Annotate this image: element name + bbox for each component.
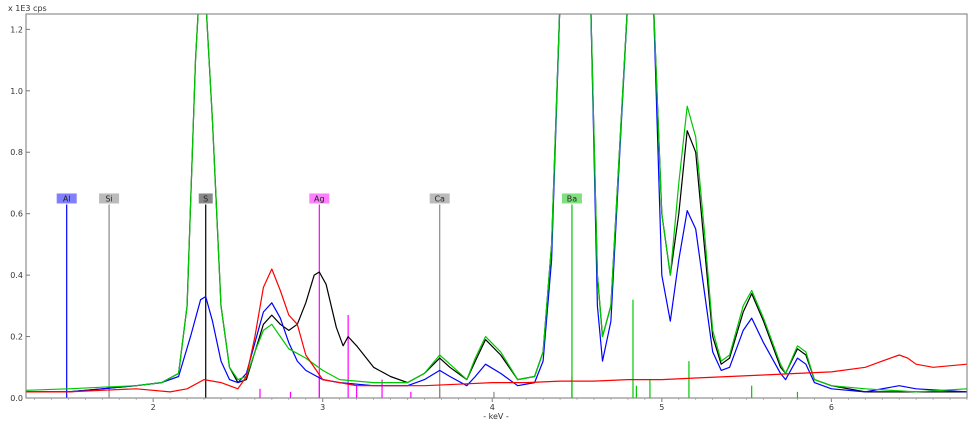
y-tick-label: 0.6 [10, 210, 23, 219]
spectrum-line-4 [26, 268, 967, 393]
y-axis-ticks: 0.0 0.2 0.4 0.6 0.8 1.0 1.2 [10, 25, 30, 403]
plot-frame [25, 13, 968, 399]
spectrum-line-3 [26, 14, 967, 393]
y-tick-label: 1.0 [10, 87, 23, 96]
x-axis-ticks: 2 3 4 5 6 [34, 398, 968, 412]
y-tick-label: 0.0 [10, 394, 23, 403]
element-tag[interactable] [429, 193, 450, 204]
spectrum-series [26, 14, 967, 393]
element-tag[interactable] [56, 193, 77, 204]
x-tick-label: 5 [659, 403, 664, 412]
element-tag-label: Si [105, 194, 112, 203]
x-tick-label: 6 [829, 403, 834, 412]
element-markers: Al Si S Ag Ca Ba [56, 193, 582, 398]
y-axis-title: x 1E3 cps [8, 4, 47, 13]
element-tag-label: Ag [314, 194, 325, 203]
element-tag[interactable] [198, 193, 213, 204]
spectrum-line-2 [26, 14, 967, 393]
x-tick-label: 2 [151, 403, 156, 412]
x-axis-title: - keV - [483, 412, 509, 421]
y-tick-label: 0.8 [10, 148, 23, 157]
x-tick-label: 3 [320, 403, 325, 412]
y-tick-label: 0.2 [10, 333, 23, 342]
y-tick-label: 0.4 [10, 271, 23, 280]
element-tag-label: S [203, 194, 208, 203]
x-tick-label: 4 [490, 403, 495, 412]
element-tag-label: Ba [567, 194, 577, 203]
element-tag[interactable] [561, 193, 582, 204]
element-tag-label: Ca [434, 194, 445, 203]
y-tick-label: 1.2 [10, 25, 23, 34]
spectrum-line-1 [26, 14, 967, 393]
element-tag[interactable] [309, 193, 330, 204]
element-tag-label: Al [63, 194, 71, 203]
element-tag[interactable] [99, 193, 120, 204]
